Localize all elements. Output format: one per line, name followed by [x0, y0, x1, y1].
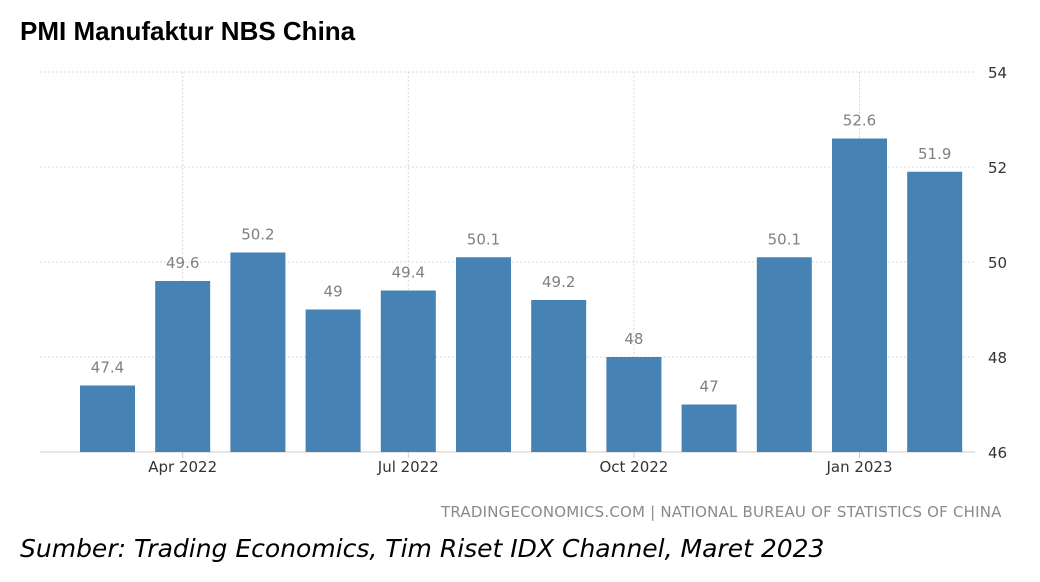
bar-value-label: 47	[700, 378, 719, 396]
source-note: TRADINGECONOMICS.COM | NATIONAL BUREAU O…	[441, 503, 1002, 521]
bar-value-label: 48	[624, 330, 643, 348]
bars	[80, 138, 963, 452]
bar-value-label: 49	[324, 283, 343, 301]
y-tick-label: 46	[988, 444, 1007, 462]
bar	[681, 404, 737, 452]
y-tick-label: 48	[988, 349, 1007, 367]
chart-title: PMI Manufaktur NBS China	[20, 16, 356, 46]
y-tick-label: 50	[988, 254, 1007, 272]
bar-value-label: 52.6	[843, 112, 876, 130]
bar-chart: 47.4 49.6 50.2 49 49.4 50.1 49.2 48 47 50.1 52.6 51…	[40, 64, 1007, 476]
data-labels: 47.4 49.6 50.2 49 49.4 50.1 49.2 48 47 50.1 52.6 51…	[91, 112, 952, 396]
caption: Sumber: Trading Economics, Tim Riset IDX…	[20, 534, 825, 563]
y-axis: 46 48 50 52 54	[988, 64, 1007, 462]
y-tick-label: 52	[988, 159, 1007, 177]
bar-value-label: 49.2	[542, 273, 575, 291]
bar-value-label: 49.6	[166, 254, 199, 272]
y-tick-label: 54	[988, 64, 1007, 82]
bar-value-label: 50.1	[467, 230, 500, 248]
bar	[80, 385, 135, 452]
x-tick-label: Jan 2023	[825, 458, 892, 476]
bar	[832, 138, 887, 452]
bar	[907, 171, 963, 452]
bar	[531, 300, 587, 452]
bar	[230, 252, 286, 452]
bar	[756, 257, 812, 452]
bar	[305, 309, 361, 452]
bar	[155, 281, 211, 452]
bar	[456, 257, 511, 452]
x-tick-label: Oct 2022	[599, 458, 668, 476]
bar-value-label: 47.4	[91, 359, 124, 377]
bar	[380, 290, 436, 452]
x-tick-label: Jul 2022	[377, 458, 439, 476]
x-tick-label: Apr 2022	[148, 458, 217, 476]
bar-value-label: 50.1	[768, 230, 801, 248]
bar	[606, 357, 662, 452]
bar-value-label: 51.9	[918, 145, 951, 163]
x-axis: Apr 2022 Jul 2022 Oct 2022 Jan 2023	[148, 452, 893, 476]
bar-value-label: 50.2	[241, 226, 274, 244]
bar-value-label: 49.4	[392, 264, 425, 282]
